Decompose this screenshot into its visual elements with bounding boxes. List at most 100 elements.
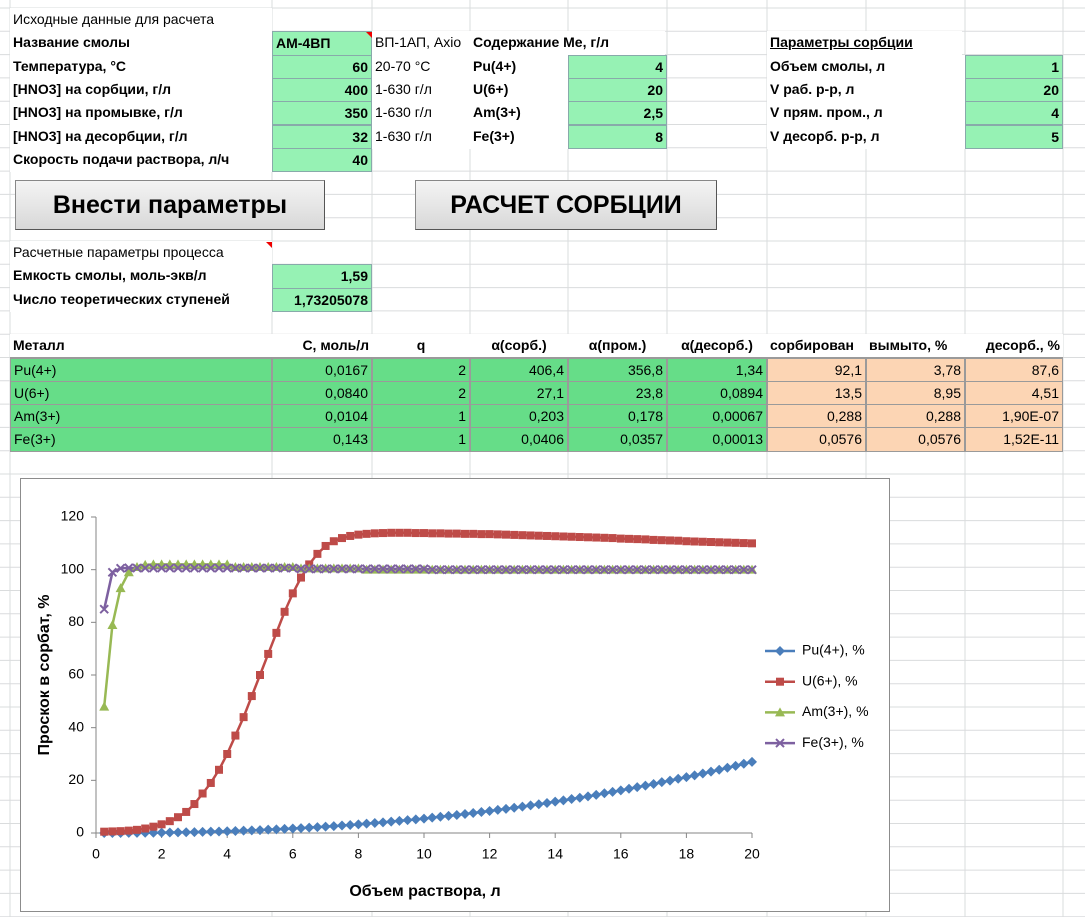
data-point [173, 827, 183, 838]
data-point [656, 777, 667, 788]
comment-indicator [366, 32, 372, 39]
param-label: [HNO3] на десорбции, г/л [10, 124, 272, 149]
x-tick-label: 2 [158, 846, 166, 862]
data-point [197, 826, 208, 837]
data-point [567, 532, 576, 541]
data-point [558, 564, 569, 575]
calc-sorption-button[interactable]: РАСЧЕТ СОРБЦИИ [415, 180, 717, 230]
data-point [345, 819, 356, 830]
data-point [361, 818, 372, 829]
data-point [410, 814, 421, 825]
sorption-value: 20 [965, 77, 1063, 103]
data-point [132, 563, 142, 573]
data-point [625, 534, 633, 543]
enter-params-button[interactable]: Внести параметры [15, 180, 325, 230]
data-point [608, 534, 617, 543]
data-point [517, 801, 528, 812]
data-point [657, 564, 667, 575]
chart: 0 20 40 60 80 100 120 0 2 4 6 8 10 12 14 16 18 20 Объем ра… [20, 478, 890, 912]
data-point [115, 583, 126, 593]
data-point [739, 564, 749, 575]
data-point [338, 534, 346, 543]
data-point [206, 563, 216, 573]
data-point [288, 589, 297, 598]
data-point [296, 823, 306, 834]
data-point [279, 823, 290, 834]
data-point [124, 826, 133, 835]
data-point [714, 564, 724, 575]
data-point [263, 824, 274, 835]
data-point [287, 562, 298, 572]
table-cell: 0,178 [568, 404, 667, 429]
table-cell: 87,6 [965, 357, 1063, 382]
data-point [591, 789, 602, 800]
table-cell: 1,52E-11 [965, 427, 1063, 452]
data-point [461, 529, 469, 538]
data-point [575, 533, 584, 542]
y-tick-label: 40 [68, 718, 84, 734]
data-point [657, 536, 666, 545]
data-point [460, 564, 470, 575]
metal-label: Fe(3+) [470, 124, 568, 149]
data-point [197, 563, 208, 573]
data-point [533, 799, 544, 810]
data-point [140, 563, 150, 573]
data-point [632, 564, 642, 575]
table-cell: 1 [372, 404, 470, 429]
sorption-value: 5 [965, 124, 1063, 149]
data-point [320, 564, 331, 574]
param-value: 32 [272, 124, 372, 149]
y-tick-label: 120 [61, 508, 85, 524]
data-point [566, 564, 577, 575]
data-point [132, 562, 142, 572]
data-point [329, 564, 339, 574]
data-point [403, 528, 412, 537]
legend-label: Pu(4+), % [802, 642, 865, 658]
data-point [386, 564, 396, 574]
table-cell: 0,143 [272, 427, 372, 452]
data-point [312, 822, 323, 833]
data-point [279, 563, 290, 573]
data-point [264, 649, 273, 658]
table-cell: 0,0406 [470, 427, 568, 452]
data-point [354, 530, 363, 539]
data-point [574, 792, 585, 803]
data-point [476, 807, 487, 818]
table-cell: 1 [372, 427, 470, 452]
data-point [468, 808, 479, 819]
metal-value: 2,5 [568, 101, 667, 126]
data-point [460, 809, 470, 820]
table-cell: 8,95 [866, 380, 965, 406]
data-point [214, 563, 224, 573]
data-point [140, 827, 151, 838]
data-point [288, 563, 298, 573]
data-point [501, 564, 511, 575]
param-range: ВП-1АП, Axio [372, 31, 470, 56]
table-cell: 0,0167 [272, 357, 372, 382]
data-point [255, 825, 265, 836]
data-point [542, 564, 552, 575]
x-tick-label: 20 [744, 846, 760, 862]
table-cell: 0,0357 [568, 427, 667, 452]
data-point [444, 529, 453, 538]
data-point [443, 564, 454, 575]
data-point [666, 536, 674, 545]
table-cell: 27,1 [470, 380, 568, 406]
data-point [165, 563, 175, 573]
data-point [362, 529, 371, 538]
table-cell: 0,0840 [272, 380, 372, 406]
data-point [394, 564, 405, 574]
table-cell: 3,78 [866, 357, 965, 382]
data-point [378, 564, 388, 574]
calc-label: Число теоретических ступеней [10, 287, 272, 312]
data-point [550, 564, 560, 575]
table-cell: 0,288 [866, 404, 965, 429]
x-tick-label: 12 [482, 846, 498, 862]
table-cell: 0,203 [470, 404, 568, 429]
data-point [633, 535, 642, 544]
data-point [674, 536, 683, 545]
data-point [287, 823, 298, 834]
data-point [279, 562, 290, 572]
data-point [492, 804, 503, 815]
